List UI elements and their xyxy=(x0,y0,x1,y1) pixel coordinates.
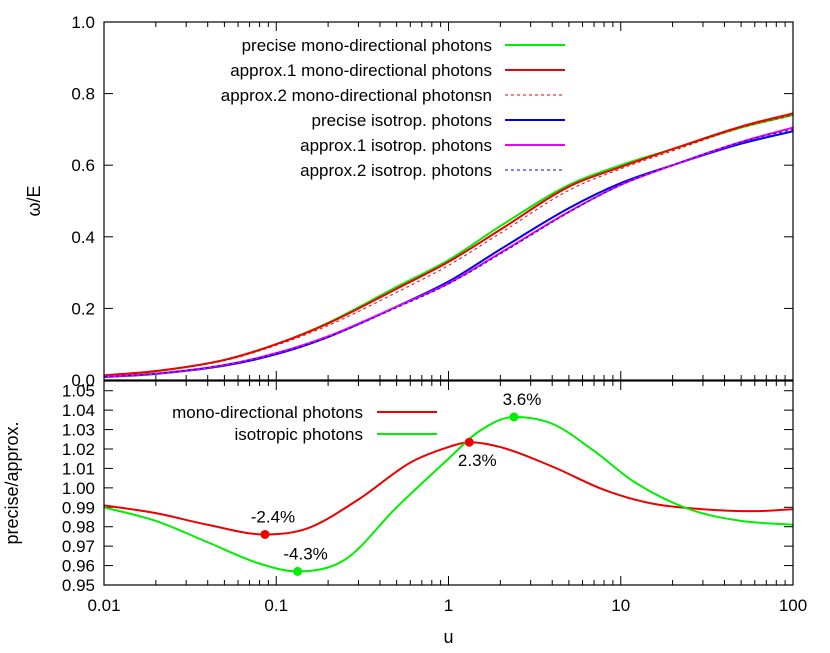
x-axis-title: u xyxy=(443,627,453,647)
extremum-label: 3.6% xyxy=(503,390,542,409)
x-tick-label: 1 xyxy=(444,596,453,615)
legend: precise mono-directional photons approx.1… xyxy=(221,36,565,180)
y-tick-label: 0.4 xyxy=(71,228,95,247)
legend-label-approx-2-mono-directional-photonsn: approx.2 mono-directional photonsn xyxy=(221,86,492,105)
y-tick-label: 0.6 xyxy=(71,156,95,175)
y-tick-label: 1.05 xyxy=(62,382,95,401)
y-tick-label: 1.01 xyxy=(62,459,95,478)
y-tick-label: 0.97 xyxy=(62,537,95,556)
y-tick-label: 0.98 xyxy=(62,518,95,537)
extremum-marker xyxy=(464,437,474,447)
top-panel: 0.0 0.2 0.4 0.6 0.8 1.0 precise mono-direction… xyxy=(24,13,794,390)
legend-label-approx-2-isotrop-photons: approx.2 isotrop. photons xyxy=(300,161,492,180)
series-line-approx-2-mono-directional-photonsn xyxy=(104,114,793,376)
legend-label-approx-1-mono-directional-photons: approx.1 mono-directional photons xyxy=(230,61,492,80)
y-tick-label: 1.00 xyxy=(62,479,95,498)
series-line-approx-2-isotrop-photons xyxy=(104,128,793,378)
series-group xyxy=(104,415,793,573)
y-tick-label: 1.03 xyxy=(62,421,95,440)
extremum-label: 2.3% xyxy=(458,451,497,470)
legend-label-approx-1-isotrop-photons: approx.1 isotrop. photons xyxy=(300,136,492,155)
y-tick-label: 0.2 xyxy=(71,299,95,318)
extremum-marker xyxy=(509,412,519,422)
x-tick-label: 10 xyxy=(611,596,630,615)
y-tick-label: 1.0 xyxy=(71,13,95,32)
legend: mono-directional photons isotropic photon… xyxy=(172,403,437,444)
extremum-label: -2.4% xyxy=(251,507,295,526)
series-line-mono-directional-photons xyxy=(104,441,793,536)
x-tick-label: 0.1 xyxy=(264,596,288,615)
y-tick-label: 0.0 xyxy=(71,371,95,390)
extremum-label: -4.3% xyxy=(283,544,327,563)
y-axis-title: precise/approx. xyxy=(2,421,22,544)
y-tick-label: 0.8 xyxy=(71,85,95,104)
legend-label-precise-mono-directional-photons: precise mono-directional photons xyxy=(242,36,492,55)
legend-label-mono-directional-photons: mono-directional photons xyxy=(172,403,363,422)
extremum-marker xyxy=(293,566,303,576)
plot-frame xyxy=(103,380,794,586)
extremum-marker xyxy=(260,529,270,539)
y-axis-title: ω/E xyxy=(24,185,44,216)
legend-label-precise-isotrop-photons: precise isotrop. photons xyxy=(312,111,493,130)
y-tick-label: 1.04 xyxy=(62,401,95,420)
series-line-isotropic-photons xyxy=(104,415,793,573)
x-tick-label: 0.01 xyxy=(87,596,120,615)
y-tick-label: 0.99 xyxy=(62,498,95,517)
bottom-panel: 0.950.960.970.980.991.001.011.021.031.04… xyxy=(2,380,807,647)
plot-frame xyxy=(103,21,794,381)
y-tick-label: 1.02 xyxy=(62,440,95,459)
y-tick-label: 0.96 xyxy=(62,557,95,576)
x-tick-label: 100 xyxy=(779,596,807,615)
series-group xyxy=(104,112,793,379)
y-tick-label: 0.95 xyxy=(62,576,95,595)
legend-label-isotropic-photons: isotropic photons xyxy=(234,425,363,444)
series-line-approx-1-mono-directional-photons xyxy=(104,112,793,377)
